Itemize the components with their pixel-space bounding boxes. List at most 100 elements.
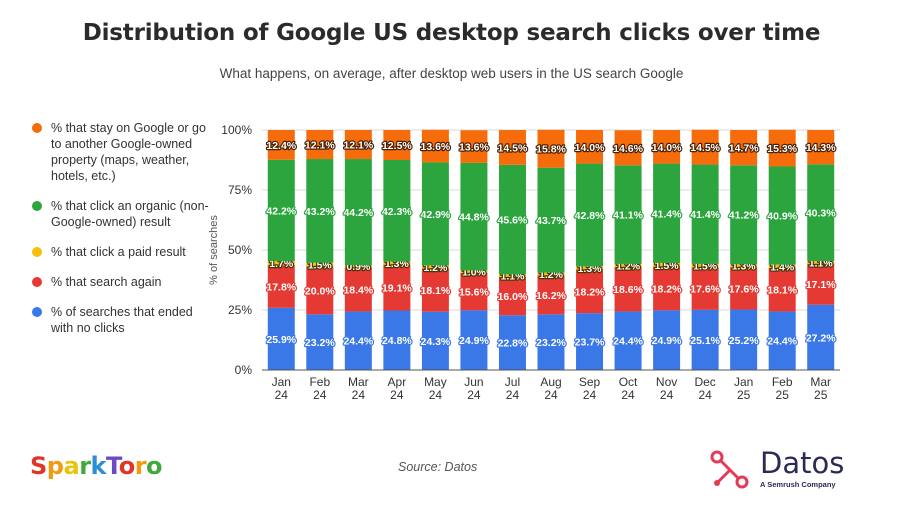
datos-wordmark: Datos xyxy=(760,446,845,480)
bar-segment xyxy=(383,264,411,311)
bar-segment xyxy=(576,313,604,370)
data-label: 42.9% xyxy=(421,209,451,221)
x-tick-label: Jun xyxy=(464,375,483,389)
x-tick-label: May xyxy=(424,375,447,389)
data-label: 14.6% xyxy=(613,143,643,155)
data-label: 12.1% xyxy=(343,140,373,152)
data-label: 18.2% xyxy=(575,286,605,298)
x-tick-label: 25 xyxy=(814,388,828,402)
bar-segment xyxy=(344,265,372,268)
data-label: 19.1% xyxy=(382,283,412,295)
x-tick-label: Jan xyxy=(272,375,291,389)
data-label: 15.8% xyxy=(536,144,566,156)
x-tick-label: Aug xyxy=(540,375,561,389)
data-label: 23.7% xyxy=(575,337,605,349)
x-tick-label: 25 xyxy=(776,388,790,402)
bar-segment xyxy=(267,159,295,262)
data-label: 14.3% xyxy=(806,142,836,154)
bar-segment xyxy=(498,164,526,275)
bar-segment xyxy=(498,315,526,370)
bar-segment xyxy=(460,310,488,370)
bar-segment xyxy=(691,129,719,165)
data-label: 40.9% xyxy=(767,211,797,223)
x-tick-label: 24 xyxy=(467,388,481,402)
bar-segment xyxy=(344,267,372,312)
x-tick-label: Dec xyxy=(694,375,715,389)
data-label: 18.6% xyxy=(613,284,643,296)
data-label: 16.0% xyxy=(498,291,528,303)
x-tick-label: 24 xyxy=(275,388,289,402)
bar-segment xyxy=(537,275,565,315)
datos-tagline: A Semrush Company xyxy=(760,480,836,489)
data-label: 22.8% xyxy=(498,338,528,350)
bar-segment xyxy=(267,261,295,266)
y-axis-label: % of searches xyxy=(208,215,220,285)
bar-segment xyxy=(768,311,796,370)
bar-segment xyxy=(653,310,681,370)
bar-segment xyxy=(344,311,372,370)
bar-segment xyxy=(653,130,681,164)
bar-segment xyxy=(344,130,372,160)
bar-segment xyxy=(306,266,334,315)
data-label: 43.7% xyxy=(536,215,566,227)
bar-segment xyxy=(807,304,835,370)
x-tick-label: Mar xyxy=(348,375,369,389)
data-label: 24.9% xyxy=(459,335,489,347)
bar-segment xyxy=(383,130,411,160)
data-label: 13.6% xyxy=(421,141,451,153)
data-label: 44.8% xyxy=(459,212,489,224)
y-tick-label: 50% xyxy=(228,243,252,257)
data-label: 18.4% xyxy=(343,284,373,296)
y-tick-label: 100% xyxy=(221,123,252,137)
bar-segment xyxy=(267,130,295,160)
data-label: 18.1% xyxy=(421,285,451,297)
data-label: 14.0% xyxy=(652,142,682,154)
data-label: 25.2% xyxy=(729,335,759,347)
data-label: 17.6% xyxy=(729,283,759,295)
data-label: 41.1% xyxy=(613,210,643,222)
data-label: 14.7% xyxy=(729,143,759,155)
data-label: 43.2% xyxy=(305,206,335,218)
y-tick-label: 75% xyxy=(228,183,252,197)
data-label: 23.2% xyxy=(536,337,566,349)
bar-segment xyxy=(306,314,334,370)
data-label: 42.3% xyxy=(382,206,412,218)
bar-segment xyxy=(306,262,334,267)
x-tick-label: Oct xyxy=(619,375,638,389)
x-tick-label: 25 xyxy=(737,388,751,402)
y-tick-label: 25% xyxy=(228,303,252,317)
x-tick-label: Feb xyxy=(309,375,330,389)
data-label: 24.3% xyxy=(421,336,451,348)
x-tick-label: 24 xyxy=(660,388,674,402)
x-tick-label: 24 xyxy=(583,388,597,402)
bar-segment xyxy=(421,129,449,163)
legend-label: % that search again xyxy=(51,275,162,289)
legend-marker xyxy=(32,123,42,133)
data-label: 14.0% xyxy=(575,142,605,154)
data-label: 27.2% xyxy=(806,332,836,344)
x-tick-label: 24 xyxy=(506,388,520,402)
bar-segment xyxy=(383,160,411,262)
bar-segment xyxy=(807,164,835,262)
legend-label: % that click a paid result xyxy=(51,245,186,259)
data-label: 15.3% xyxy=(767,143,797,155)
legend-item-search-again: % that search again xyxy=(32,274,212,290)
bar-segment xyxy=(614,130,642,166)
bar-segment xyxy=(498,276,526,316)
bar-segment xyxy=(576,130,604,164)
data-label: 24.9% xyxy=(652,335,682,347)
legend-item-organic: % that click an organic (non-Google-owne… xyxy=(32,198,212,230)
bar-segment xyxy=(537,272,565,276)
data-label: 17.6% xyxy=(690,284,720,296)
data-label: 18.1% xyxy=(767,285,797,297)
bar-segment xyxy=(267,307,295,370)
x-tick-label: 24 xyxy=(313,388,327,402)
chart-title: Distribution of Google US desktop search… xyxy=(82,20,821,46)
x-tick-label: 24 xyxy=(390,388,404,402)
data-label: 14.5% xyxy=(690,142,720,154)
bar-segment xyxy=(768,166,796,265)
bar-segment xyxy=(460,270,488,273)
bar-segment xyxy=(460,130,488,163)
bar-segment xyxy=(653,266,681,311)
